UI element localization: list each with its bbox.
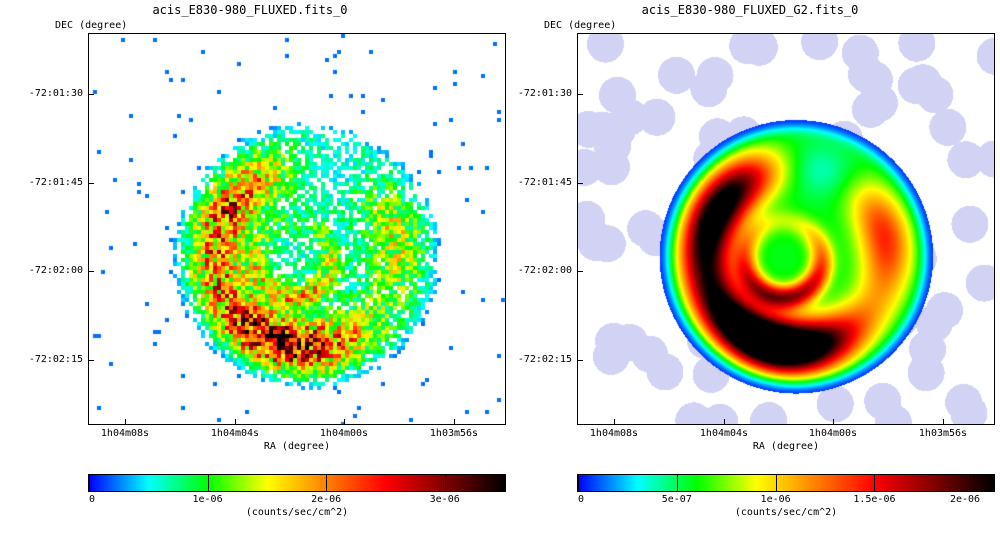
y-tick-mark [577,271,583,272]
colorbar-tick-mark [89,474,90,492]
x-tick-mark [833,419,834,425]
x-axis-label: RA (degree) [263,441,331,452]
colorbar-tick-mark [326,474,328,492]
colorbar-tick-mark [874,474,876,492]
colorbar-label: (counts/sec/cm^2) [734,507,838,518]
y-tick-label: -72:01:45 [28,177,83,188]
x-tick-label: 1h04m04s [210,428,260,439]
x-tick-mark [454,419,455,425]
x-tick-label: 1h04m08s [100,428,150,439]
x-tick-mark [943,419,944,425]
image-canvas[interactable] [89,34,505,424]
y-tick-mark [88,271,94,272]
y-tick-label: -72:02:15 [517,354,572,365]
y-tick-label: -72:01:45 [517,177,572,188]
x-tick-mark [125,419,126,425]
x-tick-mark [235,419,236,425]
colorbar-gradient [578,475,994,491]
y-tick-label: -72:02:15 [28,354,83,365]
y-tick-mark [88,183,94,184]
y-tick-label: -72:01:30 [28,88,83,99]
colorbar-tick-label: 1.5e-06 [853,494,896,505]
colorbar-tick-label: 3e-06 [429,494,460,505]
y-tick-label: -72:02:00 [517,265,572,276]
chart-title: acis_E830-980_FLUXED.fits_0 [152,3,348,17]
x-tick-label: 1h04m00s [808,428,858,439]
y-tick-mark [577,183,583,184]
colorbar-gradient [89,475,505,491]
colorbar-tick-mark [444,474,446,492]
colorbar-tick-mark [676,474,678,492]
x-tick-label: 1h03m56s [429,428,479,439]
y-tick-label: -72:01:30 [517,88,572,99]
raw-image-panel: acis_E830-980_FLUXED.fits_0 DEC (degree)… [28,3,506,518]
colorbar-tick-label: 0 [89,494,96,505]
y-tick-mark [577,360,583,361]
image-frame[interactable] [577,33,995,425]
colorbar [88,474,506,492]
smoothed-image-panel: acis_E830-980_FLUXED_G2.fits_0 DEC (degr… [500,0,1000,543]
image-canvas[interactable] [578,34,994,424]
x-tick-label: 1h04m04s [699,428,749,439]
colorbar-tick-label: 2e-06 [311,494,342,505]
colorbar-tick-mark [578,474,579,492]
x-axis-label: RA (degree) [752,441,820,452]
colorbar-tick-mark [973,474,975,492]
y-axis-label: DEC (degree) [55,20,128,31]
x-tick-mark [344,419,345,425]
colorbar [577,474,995,492]
colorbar-tick-label: 2e-06 [949,494,981,505]
x-tick-label: 1h04m08s [589,428,639,439]
y-tick-mark [577,94,583,95]
y-axis-label: DEC (degree) [544,20,617,31]
colorbar-tick-label: 1e-06 [760,494,791,505]
colorbar-tick-mark [207,474,209,492]
x-tick-mark [724,419,725,425]
y-tick-mark [88,360,94,361]
y-tick-mark [88,94,94,95]
x-tick-mark [614,419,615,425]
x-tick-label: 1h03m56s [918,428,968,439]
colorbar-label: (counts/sec/cm^2) [245,507,349,518]
chart-title: acis_E830-980_FLUXED_G2.fits_0 [641,3,859,17]
colorbar-tick-label: 0 [578,494,585,505]
colorbar-tick-mark [775,474,777,492]
colorbar-tick-label: 1e-06 [192,494,223,505]
image-frame[interactable] [88,33,506,425]
colorbar-tick-label: 5e-07 [661,494,692,505]
y-tick-label: -72:02:00 [28,265,83,276]
x-tick-label: 1h04m00s [319,428,369,439]
